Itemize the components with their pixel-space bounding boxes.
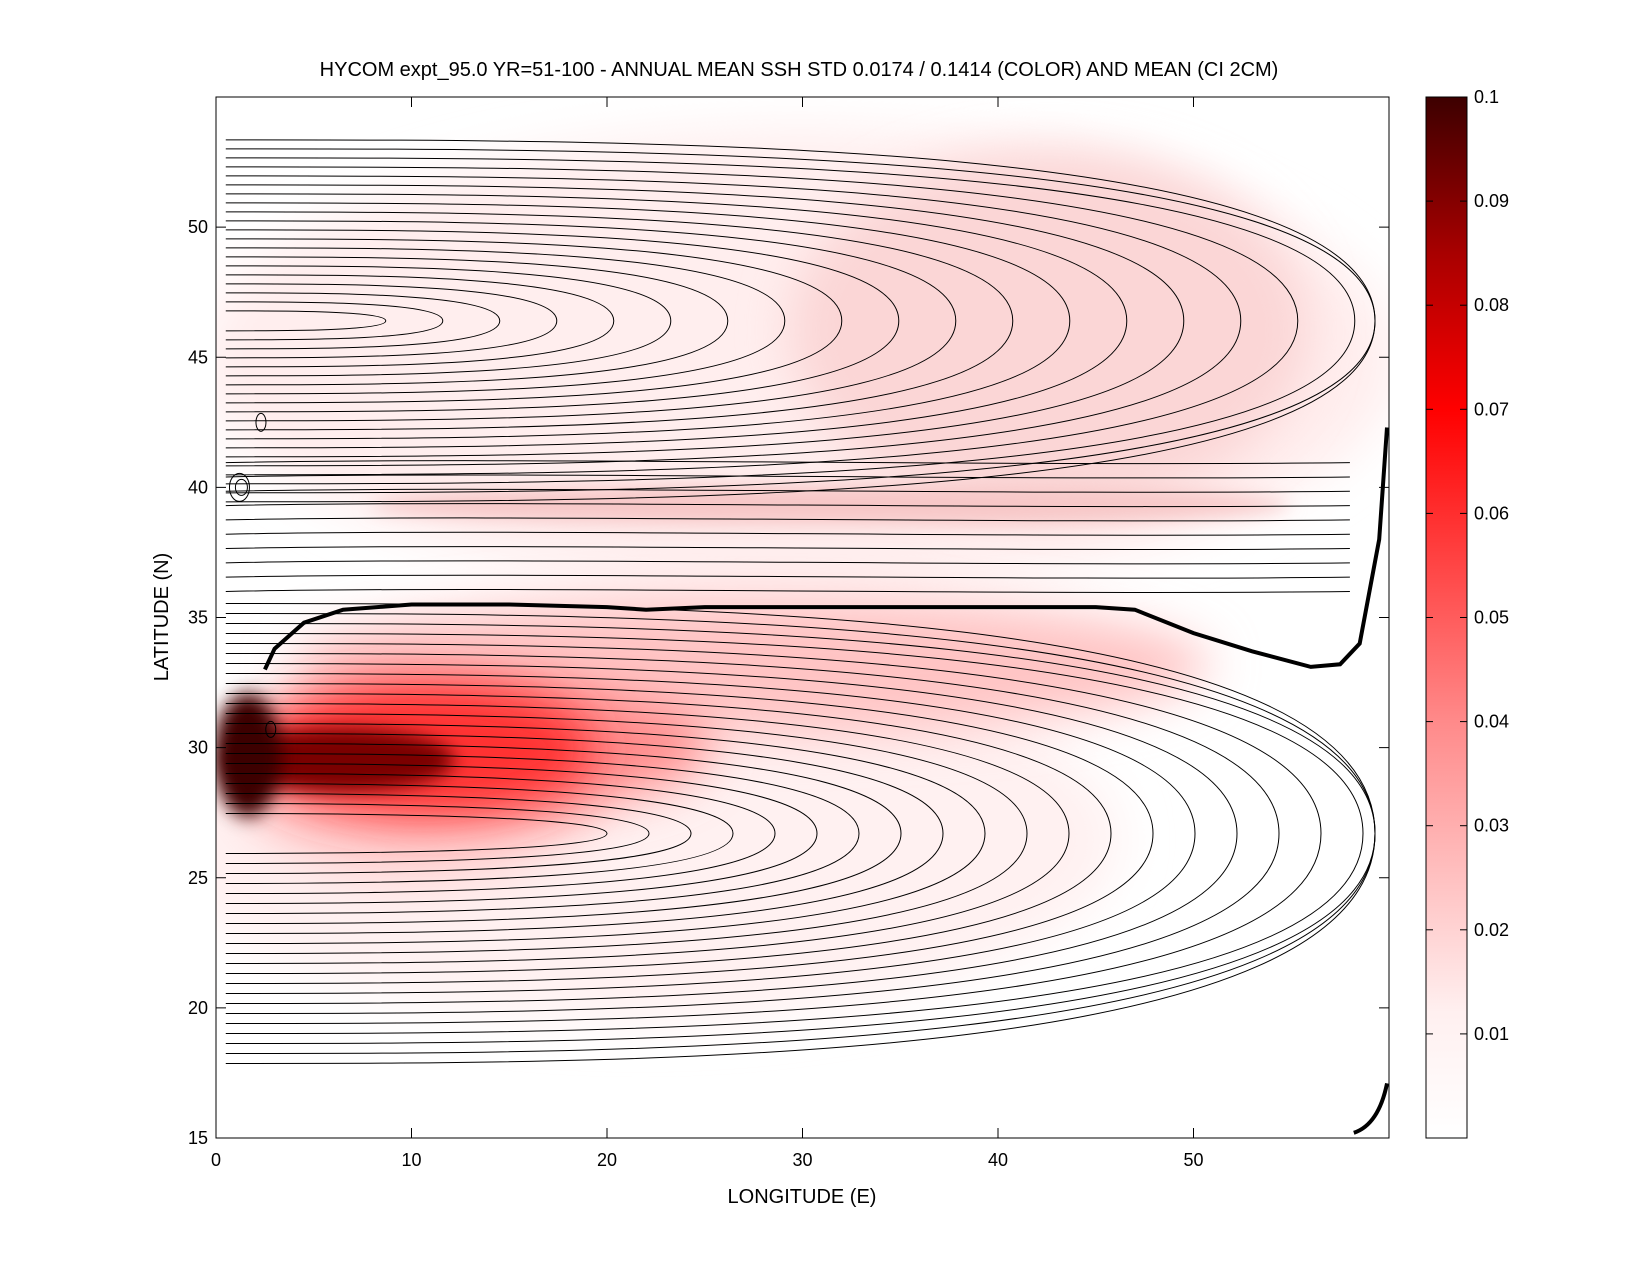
y-tick-label: 30 — [188, 738, 208, 758]
ssh-contour-line — [225, 783, 734, 885]
ssh-contour-line — [225, 488, 1350, 493]
ssh-contour-line — [225, 139, 1376, 503]
std-coastal-max — [216, 693, 282, 817]
ssh-contour-line — [225, 683, 1154, 985]
ssh-contour-line — [225, 813, 608, 855]
std-northeast-band — [790, 150, 1310, 510]
ssh-contour-line — [225, 310, 387, 332]
colorbar-tick-label: 0.1 — [1474, 87, 1499, 107]
ssh-contour-line — [225, 211, 1014, 431]
y-tick-label: 50 — [188, 217, 208, 237]
ssh-contour-line — [225, 301, 444, 341]
ssh-contour-line — [225, 229, 900, 413]
ssh-contour-line — [225, 220, 957, 422]
y-axis-label: LATITUDE (N) — [151, 553, 173, 682]
colorbar-tick-label: 0.07 — [1474, 399, 1509, 419]
ssh-contour-line — [225, 503, 1350, 508]
plot-area — [216, 97, 1389, 1138]
ssh-contour-line — [225, 643, 1322, 1025]
ssh-contour-line — [225, 733, 944, 935]
colorbar-ticks: 0.01 0.02 0.03 0.04 0.05 0.06 0.07 0.08 0.09 0.1 — [1426, 87, 1509, 1044]
chart-title: HYCOM expt_95.0 YR=51-100 - ANNUAL MEAN … — [320, 59, 1279, 81]
y-tick-label: 20 — [188, 998, 208, 1018]
colorbar-tick-label: 0.05 — [1474, 608, 1509, 628]
ssh-contour-line — [225, 157, 1356, 485]
ssh-contour-line — [225, 663, 1238, 1005]
colorbar-tick-label: 0.03 — [1474, 816, 1509, 836]
y-tick-label: 15 — [188, 1128, 208, 1148]
ssh-contour-line — [225, 202, 1071, 440]
mean-ssh-contours — [225, 139, 1389, 1135]
colorbar-tick-label: 0.08 — [1474, 295, 1509, 315]
ssh-contour-cell — [228, 472, 250, 502]
y-tick-label: 45 — [188, 347, 208, 367]
ssh-contour-line — [225, 531, 1350, 536]
ssh-contour-line — [225, 633, 1364, 1035]
y-axis: 15 20 25 30 35 40 45 50 — [188, 217, 1389, 1148]
x-tick-label: 0 — [211, 1150, 221, 1170]
ssh-contour-line — [225, 184, 1185, 458]
zero-ssh-contour — [263, 427, 1389, 671]
ssh-contour-line — [225, 603, 1376, 1065]
x-axis-label: LONGITUDE (E) — [728, 1186, 877, 1208]
x-tick-label: 40 — [988, 1150, 1008, 1170]
colorbar-tick-label: 0.02 — [1474, 920, 1509, 940]
ssh-contour-line — [225, 193, 1128, 449]
x-tick-label: 10 — [401, 1150, 421, 1170]
colorbar-tick-label: 0.04 — [1474, 712, 1509, 732]
ssh-contour-cell — [255, 412, 267, 432]
ssh-contour-line — [225, 803, 650, 865]
ssh-contour-line — [225, 517, 1350, 522]
ssh-contour-line — [225, 743, 902, 925]
ssh-contour-line — [225, 546, 1350, 551]
ssh-contour-line — [225, 560, 1350, 565]
ssh-contour-line — [225, 265, 672, 377]
ssh-contour-line — [225, 274, 615, 368]
ssh-contour-line — [225, 713, 1028, 955]
ssh-contour-cell — [234, 478, 248, 496]
y-tick-label: 40 — [188, 477, 208, 497]
y-tick-label: 25 — [188, 868, 208, 888]
ssh-contour-line — [225, 247, 786, 395]
colorbar-tick-label: 0.09 — [1474, 191, 1509, 211]
ssh-contour-line — [225, 460, 1350, 465]
ssh-contour-line — [225, 474, 1350, 479]
ssh-contour-line — [225, 166, 1299, 476]
ssh-contour-line — [225, 283, 558, 359]
ssh-contour-line — [225, 673, 1196, 995]
x-tick-label: 30 — [792, 1150, 812, 1170]
ssh-contour-cell — [265, 720, 277, 738]
ssh-contour-line — [225, 653, 1280, 1015]
ssh-contour-line — [225, 589, 1350, 593]
x-axis: 0 10 20 30 40 50 — [211, 97, 1204, 1170]
x-tick-label: 20 — [597, 1150, 617, 1170]
ssh-contour-line — [225, 793, 692, 875]
ssh-contour-line — [225, 238, 843, 404]
colorbar-tick-label: 0.06 — [1474, 503, 1509, 523]
ssh-contour-line — [225, 574, 1350, 579]
ssh-contour-line — [225, 292, 501, 350]
ssh-contour-line — [225, 763, 818, 905]
x-tick-label: 50 — [1183, 1150, 1203, 1170]
ssh-contour-line — [225, 703, 1070, 965]
ssh-contour-line — [225, 773, 776, 895]
ssh-contour-line — [225, 256, 729, 386]
ssh-contour-line — [225, 723, 986, 945]
colorbar-tick-label: 0.01 — [1474, 1024, 1509, 1044]
ssh-contour-line — [225, 693, 1112, 975]
y-tick-label: 35 — [188, 608, 208, 628]
ssh-contour-line — [225, 753, 860, 915]
ssh-contour-corner — [1353, 1082, 1389, 1135]
